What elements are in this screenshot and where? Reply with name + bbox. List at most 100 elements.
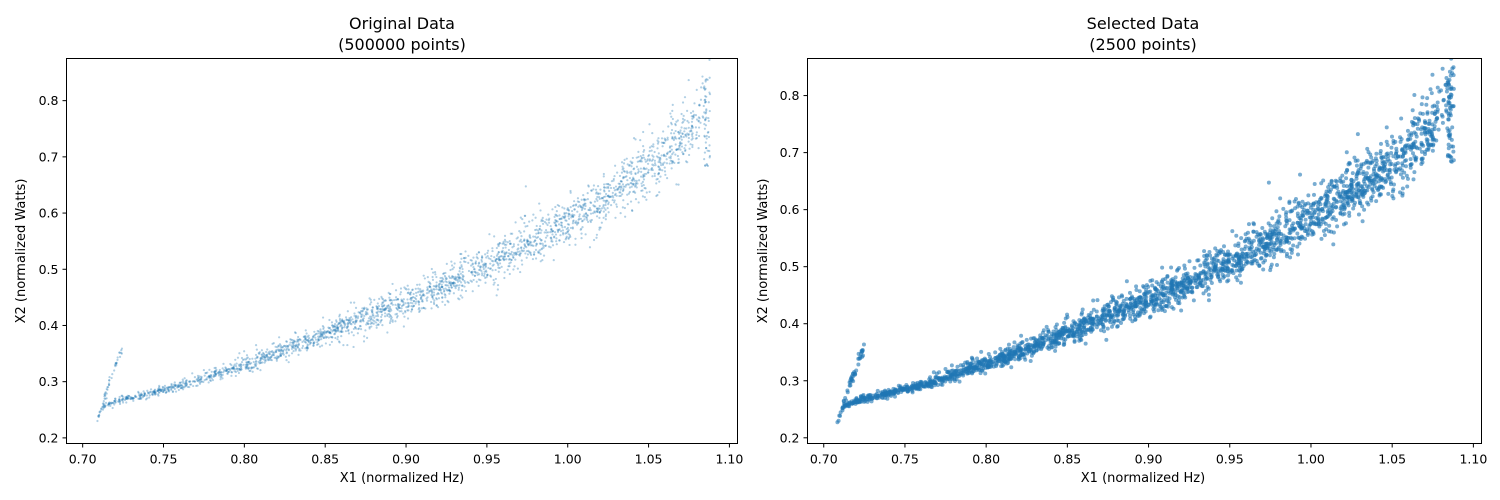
scatter-point xyxy=(415,288,417,290)
scatter-point xyxy=(479,279,481,281)
scatter-point xyxy=(265,351,267,353)
scatter-point xyxy=(576,211,578,213)
scatter-point xyxy=(545,231,547,233)
scatter-point xyxy=(333,325,335,327)
scatter-point xyxy=(666,158,668,160)
scatter-point xyxy=(1336,190,1340,194)
scatter-point xyxy=(381,324,383,326)
scatter-point xyxy=(1290,251,1294,255)
scatter-point xyxy=(1153,286,1157,290)
scatter-point xyxy=(573,200,575,202)
scatter-point xyxy=(1345,150,1349,154)
scatter-point xyxy=(208,381,210,383)
scatter-point xyxy=(675,183,677,185)
scatter-point xyxy=(682,118,684,120)
scatter-point xyxy=(386,331,388,333)
scatter-point xyxy=(1270,216,1274,220)
scatter-points xyxy=(835,57,1455,425)
scatter-point xyxy=(432,297,434,299)
scatter-point xyxy=(1116,324,1120,328)
scatter-point xyxy=(247,356,249,358)
scatter-point xyxy=(536,243,538,245)
scatter-point xyxy=(367,313,369,315)
scatter-point xyxy=(486,252,488,254)
scatter-point xyxy=(601,197,603,199)
scatter-point xyxy=(405,306,407,308)
scatter-point xyxy=(271,343,273,345)
scatter-point xyxy=(1282,249,1286,253)
scatter-point xyxy=(496,294,498,296)
scatter-point xyxy=(1447,78,1451,82)
scatter-point xyxy=(487,250,489,252)
scatter-point xyxy=(844,398,848,402)
scatter-point xyxy=(1223,266,1227,270)
scatter-point xyxy=(362,318,364,320)
scatter-point xyxy=(456,284,458,286)
scatter-point xyxy=(1355,164,1359,168)
scatter-point xyxy=(603,196,605,198)
scatter-point xyxy=(594,201,596,203)
scatter-point xyxy=(376,327,378,329)
scatter-point xyxy=(862,342,866,346)
scatter-point xyxy=(523,230,525,232)
scatter-point xyxy=(1230,229,1234,233)
scatter-point xyxy=(430,307,432,309)
scatter-point xyxy=(654,173,656,175)
scatter-point xyxy=(662,145,664,147)
scatter-point xyxy=(240,364,242,366)
scatter-point xyxy=(392,304,394,306)
scatter-point xyxy=(328,319,330,321)
scatter-point xyxy=(1082,317,1086,321)
scatter-point xyxy=(1002,354,1006,358)
scatter-point xyxy=(405,302,407,304)
scatter-point xyxy=(498,258,500,260)
scatter-point xyxy=(1436,86,1440,90)
scatter-point xyxy=(329,344,331,346)
scatter-point xyxy=(373,317,375,319)
scatter-point xyxy=(1430,91,1434,95)
scatter-point xyxy=(1306,193,1310,197)
scatter-point xyxy=(1160,291,1164,295)
scatter-point xyxy=(998,353,1002,357)
scatter-point xyxy=(1218,250,1222,254)
scatter-point xyxy=(1345,202,1349,206)
scatter-point xyxy=(1276,220,1280,224)
scatter-point xyxy=(353,302,355,304)
scatter-point xyxy=(439,277,441,279)
scatter-point xyxy=(1406,129,1410,133)
scatter-point xyxy=(384,315,386,317)
scatter-point xyxy=(590,202,592,204)
scatter-point xyxy=(430,288,432,290)
scatter-point xyxy=(184,383,186,385)
scatter-point xyxy=(1171,283,1175,287)
scatter-point xyxy=(690,127,692,129)
scatter-point xyxy=(651,145,653,147)
scatter-point xyxy=(643,157,645,159)
scatter-point xyxy=(1038,333,1042,337)
scatter-point xyxy=(649,150,651,152)
scatter-point xyxy=(683,127,685,129)
scatter-point xyxy=(249,370,251,372)
scatter-point xyxy=(581,199,583,201)
scatter-point xyxy=(568,213,570,215)
scatter-point xyxy=(1201,291,1205,295)
scatter-point xyxy=(320,338,322,340)
scatter-point xyxy=(316,333,318,335)
scatter-point xyxy=(112,407,114,409)
scatter-point xyxy=(204,375,206,377)
scatter-point xyxy=(553,221,555,223)
scatter-point xyxy=(240,368,242,370)
scatter-point xyxy=(347,329,349,331)
scatter-point xyxy=(181,384,183,386)
scatter-point xyxy=(1106,303,1110,307)
scatter-point xyxy=(570,227,572,229)
scatter-point xyxy=(395,296,397,298)
scatter-point xyxy=(355,316,357,318)
scatter-point xyxy=(642,181,644,183)
scatter-point xyxy=(459,261,461,263)
scatter-point xyxy=(164,385,166,387)
scatter-point xyxy=(372,306,374,308)
scatter-point xyxy=(605,215,607,217)
scatter-point xyxy=(146,390,148,392)
scatter-point xyxy=(538,202,540,204)
